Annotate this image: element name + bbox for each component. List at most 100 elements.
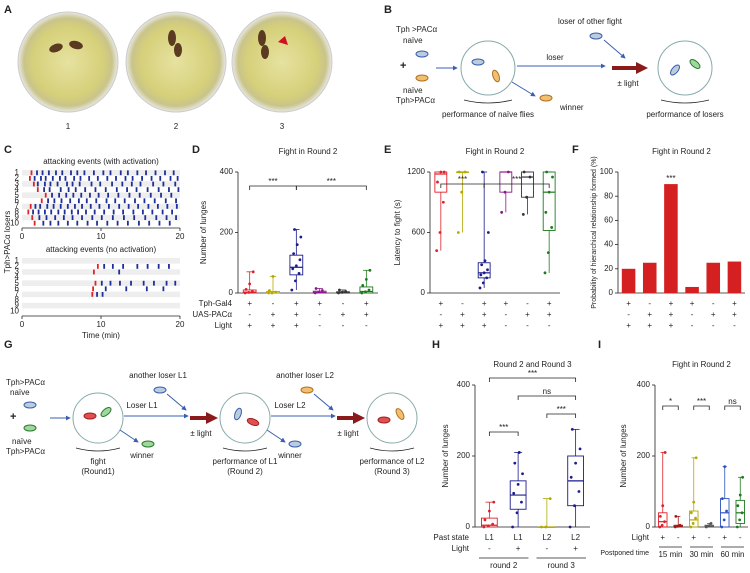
row-value: + (690, 299, 695, 308)
event (29, 176, 31, 181)
row-value: - (504, 321, 507, 330)
y-tick-label: 600 (412, 228, 426, 237)
point (516, 483, 520, 486)
brace (75, 447, 121, 452)
point (661, 504, 665, 508)
event (44, 192, 47, 198)
event (135, 187, 138, 192)
point (723, 465, 727, 469)
group-title: Postponed time (600, 550, 649, 557)
point (483, 518, 487, 522)
event (77, 198, 80, 204)
event (159, 176, 162, 181)
event (37, 209, 40, 215)
event (137, 204, 140, 209)
point (725, 509, 728, 513)
row-value: + (482, 321, 487, 330)
point (506, 170, 510, 174)
point (297, 271, 301, 275)
fly (415, 74, 429, 82)
point (457, 170, 461, 174)
box (499, 171, 513, 193)
row-value: + (547, 310, 552, 319)
event (172, 170, 175, 176)
sig-bracket (693, 405, 710, 410)
event (164, 198, 167, 204)
box (735, 499, 745, 524)
row-value: + (669, 321, 674, 330)
significance: *** (512, 175, 521, 184)
row-label: Tph-Gal4 (199, 299, 233, 308)
event (109, 280, 112, 286)
label: fight (90, 457, 106, 466)
event (81, 215, 83, 220)
event (36, 181, 39, 187)
point (438, 231, 442, 234)
row-value: - (712, 321, 715, 330)
event (76, 220, 79, 226)
event (99, 181, 102, 187)
point (320, 289, 324, 292)
row-value: - (648, 299, 651, 308)
point (368, 268, 372, 272)
point (481, 281, 485, 285)
fly (69, 40, 83, 50)
event (69, 198, 72, 204)
event (92, 286, 94, 292)
significance: * (669, 397, 672, 406)
significance: ns (543, 387, 551, 396)
fly (492, 69, 500, 83)
event (119, 280, 121, 286)
event (36, 187, 39, 192)
point (689, 511, 693, 515)
label: performance of naïve flies (442, 110, 534, 119)
fly (589, 32, 603, 40)
event (160, 192, 162, 198)
point (292, 252, 296, 256)
row-value: + (732, 299, 737, 308)
row-label: 5 (15, 278, 20, 287)
point (340, 290, 344, 294)
y-axis-label: Number of lunges (199, 201, 208, 264)
point (694, 516, 697, 520)
group-label: round 2 (490, 561, 518, 570)
row-value: L2 (571, 533, 580, 542)
event (176, 176, 179, 181)
label: performance of L1 (213, 457, 278, 466)
label: ± light (190, 429, 212, 438)
row-value: - (272, 299, 275, 308)
point (500, 210, 504, 214)
event (60, 198, 63, 204)
point (545, 170, 549, 174)
bar (727, 261, 742, 293)
event (36, 170, 38, 176)
y-tick-label: 1200 (407, 167, 425, 176)
point (478, 286, 482, 290)
brace (369, 447, 415, 452)
label: winner (277, 451, 302, 460)
fly (246, 418, 260, 426)
event (95, 198, 98, 204)
label: naïve (403, 36, 423, 45)
fly (261, 45, 269, 59)
point (503, 190, 507, 194)
box (689, 510, 699, 528)
event (134, 198, 136, 204)
panel-letter: I (598, 339, 601, 351)
event (32, 181, 35, 187)
event (118, 204, 121, 209)
row-value: - (627, 310, 630, 319)
point (441, 200, 445, 204)
point (251, 270, 255, 274)
row-value: + (647, 310, 652, 319)
y-tick-label: 40 (604, 240, 613, 249)
row-value: + (317, 299, 322, 308)
event (33, 176, 36, 181)
event (126, 220, 129, 226)
row-value: - (342, 299, 345, 308)
row-value: - (318, 321, 321, 330)
row-label: 9 (15, 301, 20, 310)
row-value: + (669, 299, 674, 308)
label: winner (559, 103, 584, 112)
significance: *** (557, 405, 566, 414)
